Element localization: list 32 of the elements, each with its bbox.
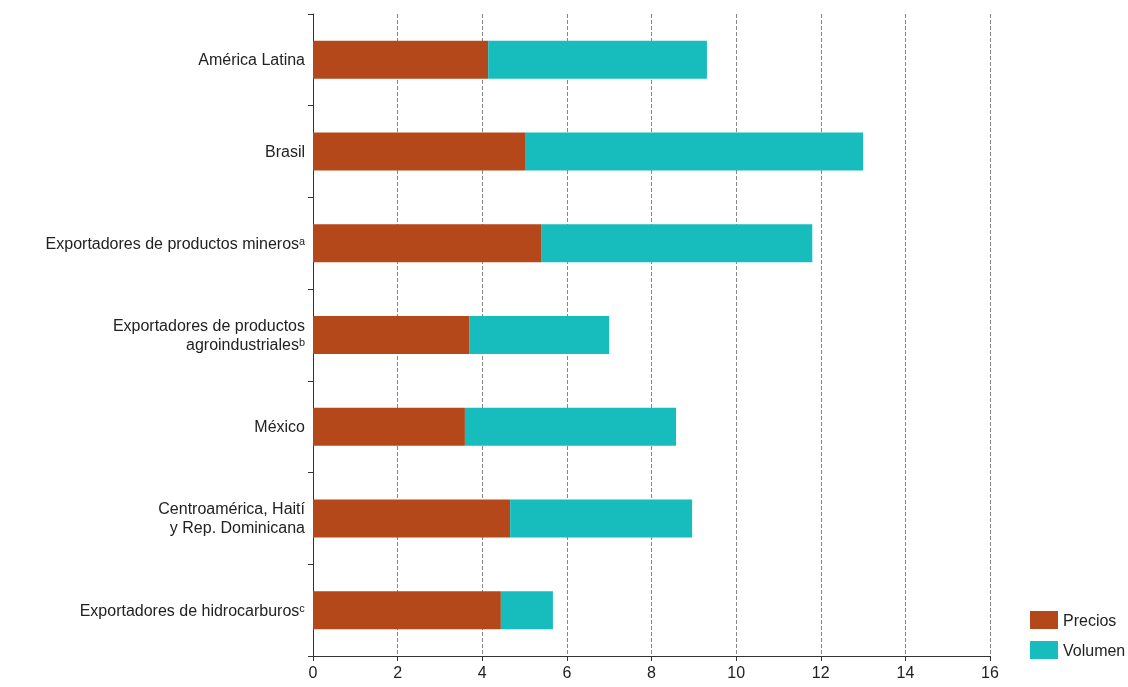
bar [313, 499, 511, 538]
x-tick-label: 12 [811, 663, 830, 681]
bar [500, 591, 553, 630]
bar [313, 224, 542, 263]
x-tick-label: 6 [562, 663, 572, 681]
bar [488, 40, 707, 79]
y-tick-label: Centroamérica, Haití y Rep. Dominicana [158, 500, 306, 537]
bar [541, 224, 813, 263]
y-tick-label: Exportadores de hidrocarburosᶜ [79, 601, 306, 619]
bar [464, 407, 677, 446]
y-tick-label: Exportadores de productos minerosᵃ [45, 234, 307, 252]
bar [510, 499, 693, 538]
y-tick-label: América Latina [198, 51, 306, 69]
x-tick-label: 8 [647, 663, 657, 681]
legend-label: Volumen [1063, 641, 1126, 659]
x-tick-label: 0 [308, 663, 318, 681]
x-tick-label: 10 [727, 663, 746, 681]
x-tick-label: 14 [896, 663, 915, 681]
bar [524, 132, 864, 171]
bar [313, 316, 470, 354]
legend-label: Precios [1063, 611, 1117, 629]
bar [469, 316, 610, 354]
bar [313, 132, 525, 171]
x-tick-label: 2 [393, 663, 403, 681]
bar [313, 40, 489, 79]
bar [313, 407, 465, 446]
x-tick-label: 16 [981, 663, 999, 681]
y-tick-label: Exportadores de productos agroindustrialesᵇ [112, 317, 305, 353]
bar [313, 591, 501, 630]
y-tick-label: México [254, 418, 306, 436]
y-tick-label: Brasil [264, 143, 305, 161]
x-tick-label: 4 [477, 663, 487, 681]
